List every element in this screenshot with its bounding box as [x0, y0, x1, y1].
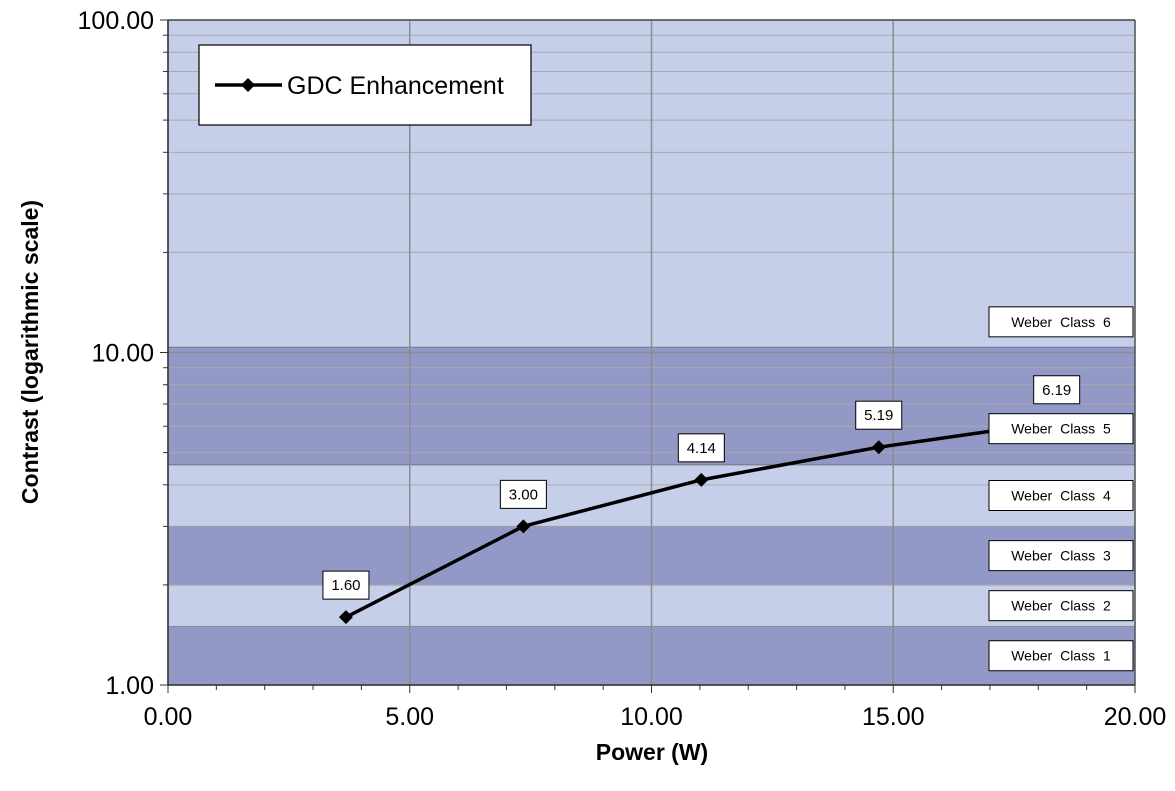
data-label-text: 5.19 [864, 407, 893, 424]
band-label-text: Weber Class 2 [1011, 598, 1111, 614]
band-label-box [988, 540, 1134, 572]
data-label: 6.19 [1033, 375, 1081, 405]
data-point-marker [871, 440, 886, 455]
x-tick-label: 5.00 [385, 703, 434, 731]
x-tick-label: 20.00 [1104, 703, 1167, 731]
band-label-box [988, 413, 1134, 445]
series-layer [338, 414, 1064, 625]
x-tick-label: 15.00 [862, 703, 925, 731]
y-axis-title: Contrast (logarithmic scale) [17, 200, 43, 504]
data-point-marker [694, 472, 709, 487]
data-label: 5.19 [855, 400, 903, 430]
band-label-box [988, 479, 1134, 511]
data-label: 4.14 [677, 433, 725, 463]
legend-box: GDC Enhancement [198, 44, 532, 126]
band-label-text: Weber Class 5 [1011, 421, 1111, 437]
legend-marker-swatch [241, 78, 255, 92]
y-tick-label: 10.00 [91, 340, 154, 368]
x-axis-title: Power (W) [596, 739, 708, 765]
band-label-text: Weber Class 6 [1011, 314, 1111, 330]
band-label-text: Weber Class 4 [1011, 487, 1111, 503]
band-label-box [988, 640, 1134, 672]
axes: 0.00 5.00 10.00 15.00 20.00 1.00 10.00 100.00 [78, 7, 1167, 731]
data-label-box [855, 400, 903, 430]
y-tick-label: 100.00 [78, 7, 154, 35]
data-label-box [322, 570, 370, 600]
data-label-box [1033, 375, 1081, 405]
x-tick-label: 10.00 [620, 703, 683, 731]
data-label-box [677, 433, 725, 463]
data-point-marker [338, 610, 353, 625]
data-labels: 1.60 3.00 4.14 5.19 6.19 [322, 375, 1081, 600]
data-point-marker [516, 519, 531, 534]
band-label-text: Weber Class 1 [1011, 648, 1111, 664]
data-label-text: 4.14 [687, 440, 716, 457]
data-label-text: 1.60 [331, 577, 360, 594]
band-label-weber-class-2: Weber Class 2 [988, 590, 1134, 622]
band-label-weber-class-6: Weber Class 6 [988, 306, 1134, 338]
data-label-text: 3.00 [509, 486, 538, 503]
band-label-text: Weber Class 3 [1011, 548, 1111, 564]
legend: GDC Enhancement [198, 44, 532, 126]
band-label-box [988, 306, 1134, 338]
band-labels: Weber Class 1 Weber Class 2 Weber Class 3 W… [988, 306, 1134, 672]
band-label-weber-class-4: Weber Class 4 [988, 479, 1134, 511]
data-label-box [499, 479, 547, 509]
data-label: 1.60 [322, 570, 370, 600]
legend-label: GDC Enhancement [287, 72, 504, 100]
y-tick-label: 1.00 [105, 672, 154, 700]
band-label-box [988, 590, 1134, 622]
data-label: 3.00 [499, 479, 547, 509]
band-label-weber-class-1: Weber Class 1 [988, 640, 1134, 672]
band-label-weber-class-3: Weber Class 3 [988, 540, 1134, 572]
x-tick-label: 0.00 [144, 703, 193, 731]
data-label-text: 6.19 [1042, 382, 1071, 399]
band-label-weber-class-5: Weber Class 5 [988, 413, 1134, 445]
